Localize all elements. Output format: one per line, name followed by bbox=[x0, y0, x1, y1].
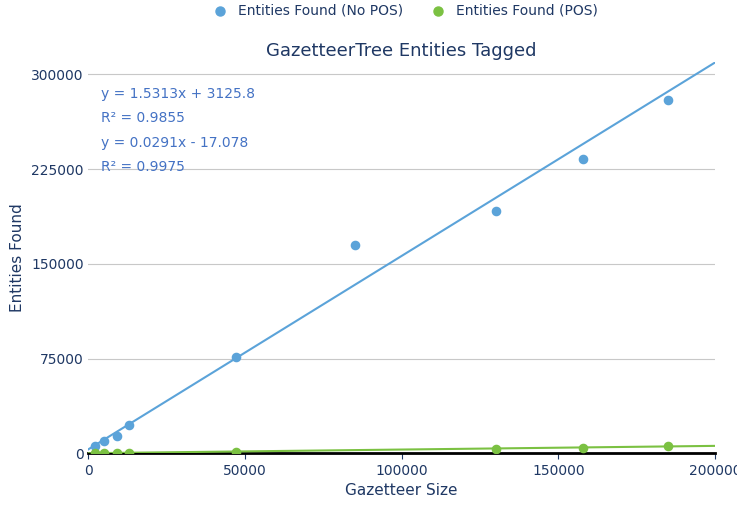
Legend: Entities Found (No POS), Entities Found (POS): Entities Found (No POS), Entities Found … bbox=[200, 0, 603, 23]
Entities Found (POS) bbox=[98, 449, 110, 457]
Y-axis label: Entities Found: Entities Found bbox=[10, 203, 25, 312]
X-axis label: Gazetteer Size: Gazetteer Size bbox=[346, 483, 458, 498]
Entities Found (POS) bbox=[88, 449, 100, 457]
Entities Found (No POS) bbox=[578, 155, 590, 163]
Title: GazetteerTree Entities Tagged: GazetteerTree Entities Tagged bbox=[266, 42, 537, 60]
Entities Found (No POS) bbox=[111, 432, 122, 440]
Entities Found (POS) bbox=[111, 449, 122, 457]
Entities Found (POS) bbox=[489, 444, 501, 453]
Text: R² = 0.9855: R² = 0.9855 bbox=[101, 111, 185, 125]
Entities Found (No POS) bbox=[98, 437, 110, 445]
Entities Found (POS) bbox=[578, 444, 590, 452]
Entities Found (POS) bbox=[123, 449, 135, 457]
Entities Found (No POS) bbox=[230, 353, 242, 362]
Entities Found (No POS) bbox=[349, 241, 360, 249]
Entities Found (No POS) bbox=[662, 96, 674, 104]
Text: y = 0.0291x - 17.078: y = 0.0291x - 17.078 bbox=[101, 136, 248, 150]
Entities Found (No POS) bbox=[123, 421, 135, 430]
Entities Found (POS) bbox=[230, 448, 242, 456]
Entities Found (POS) bbox=[662, 442, 674, 451]
Text: R² = 0.9975: R² = 0.9975 bbox=[101, 160, 185, 174]
Text: y = 1.5313x + 3125.8: y = 1.5313x + 3125.8 bbox=[101, 87, 255, 101]
Entities Found (No POS) bbox=[88, 441, 100, 450]
Entities Found (No POS) bbox=[489, 207, 501, 215]
